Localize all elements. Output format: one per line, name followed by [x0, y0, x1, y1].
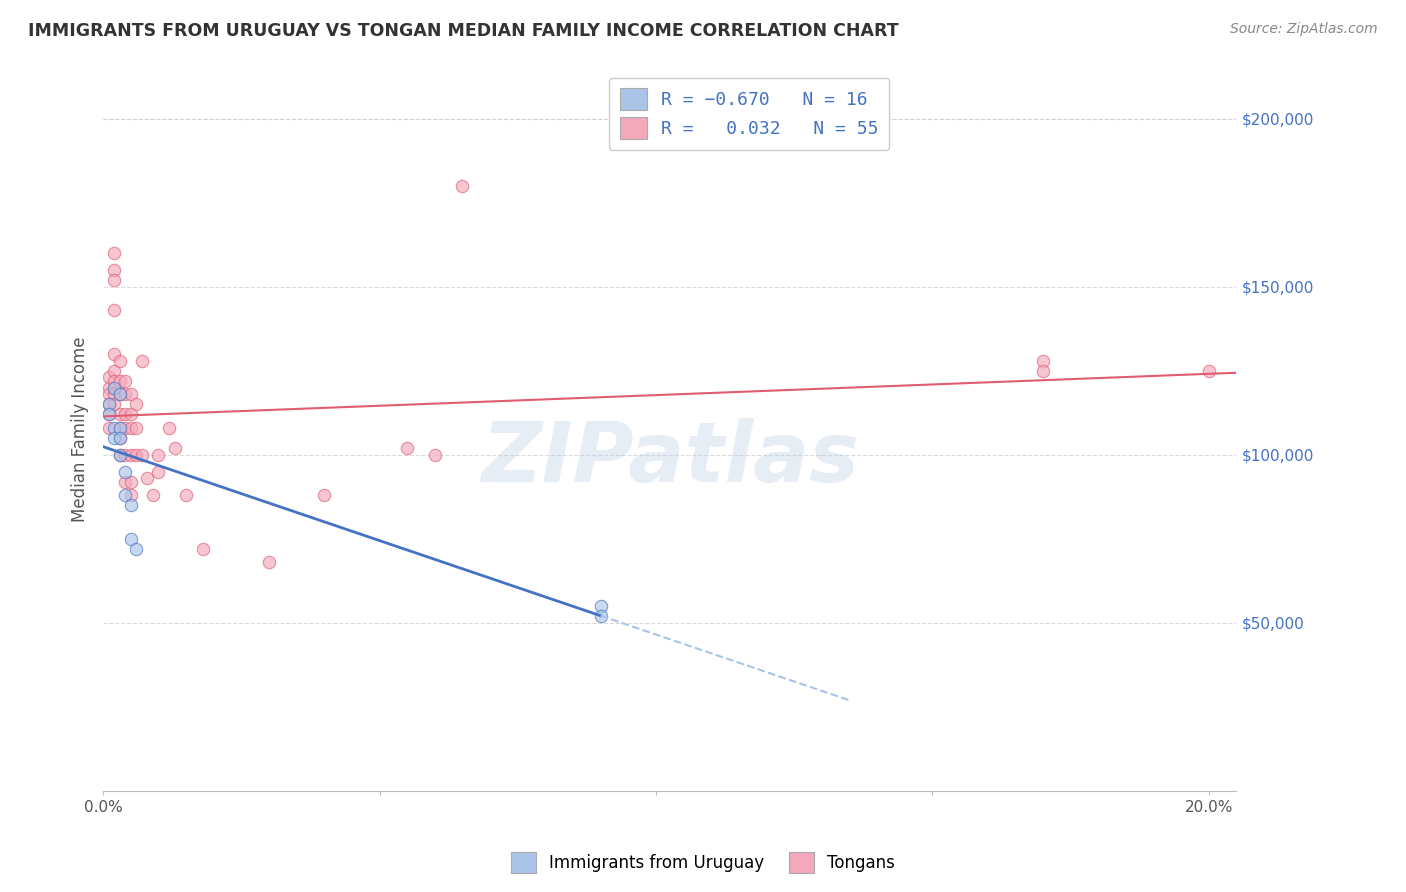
Point [97, 397, 120, 411]
Point [120, 498, 142, 512]
Point [114, 488, 136, 502]
Point [159, 421, 181, 435]
Point [97, 370, 120, 384]
Point [103, 387, 125, 401]
Point [396, 441, 419, 455]
Point [108, 448, 131, 462]
Y-axis label: Median Family Income: Median Family Income [72, 337, 89, 523]
Point [451, 179, 474, 194]
Point [103, 380, 125, 394]
Point [125, 448, 148, 462]
Point [108, 448, 131, 462]
Point [97, 387, 120, 401]
Point [108, 353, 131, 368]
Point [148, 465, 170, 479]
Point [1198, 364, 1220, 378]
Point [174, 488, 197, 502]
Point [103, 431, 125, 445]
Point [108, 421, 131, 435]
Point [114, 421, 136, 435]
Point [148, 448, 170, 462]
Point [97, 421, 120, 435]
Point [114, 408, 136, 422]
Point [114, 448, 136, 462]
Point [103, 347, 125, 361]
Point [97, 397, 120, 411]
Point [131, 448, 153, 462]
Point [114, 475, 136, 489]
Point [131, 353, 153, 368]
Point [108, 387, 131, 401]
Point [120, 421, 142, 435]
Point [103, 397, 125, 411]
Text: ZIPatlas: ZIPatlas [481, 418, 859, 499]
Text: Source: ZipAtlas.com: Source: ZipAtlas.com [1230, 22, 1378, 37]
Point [97, 380, 120, 394]
Point [114, 465, 136, 479]
Point [120, 448, 142, 462]
Point [423, 448, 446, 462]
Point [103, 421, 125, 435]
Point [125, 397, 148, 411]
Point [114, 387, 136, 401]
Point [136, 471, 159, 485]
Point [120, 408, 142, 422]
Point [108, 421, 131, 435]
Point [120, 475, 142, 489]
Point [103, 246, 125, 260]
Point [314, 488, 336, 502]
Point [103, 303, 125, 318]
Point [257, 555, 280, 569]
Point [163, 441, 186, 455]
Point [589, 608, 612, 623]
Point [108, 431, 131, 445]
Legend: Immigrants from Uruguay, Tongans: Immigrants from Uruguay, Tongans [503, 846, 903, 880]
Point [108, 387, 131, 401]
Point [103, 374, 125, 388]
Point [103, 273, 125, 287]
Point [120, 532, 142, 546]
Point [142, 488, 165, 502]
Point [120, 488, 142, 502]
Point [108, 374, 131, 388]
Point [108, 408, 131, 422]
Point [191, 541, 214, 556]
Point [114, 374, 136, 388]
Point [97, 408, 120, 422]
Point [120, 387, 142, 401]
Point [103, 364, 125, 378]
Point [97, 408, 120, 422]
Point [103, 263, 125, 277]
Text: IMMIGRANTS FROM URUGUAY VS TONGAN MEDIAN FAMILY INCOME CORRELATION CHART: IMMIGRANTS FROM URUGUAY VS TONGAN MEDIAN… [28, 22, 898, 40]
Legend: R = −0.670   N = 16, R =   0.032   N = 55: R = −0.670 N = 16, R = 0.032 N = 55 [609, 78, 890, 150]
Point [1032, 364, 1054, 378]
Point [108, 431, 131, 445]
Point [125, 421, 148, 435]
Point [589, 599, 612, 613]
Point [1032, 353, 1054, 368]
Point [125, 541, 148, 556]
